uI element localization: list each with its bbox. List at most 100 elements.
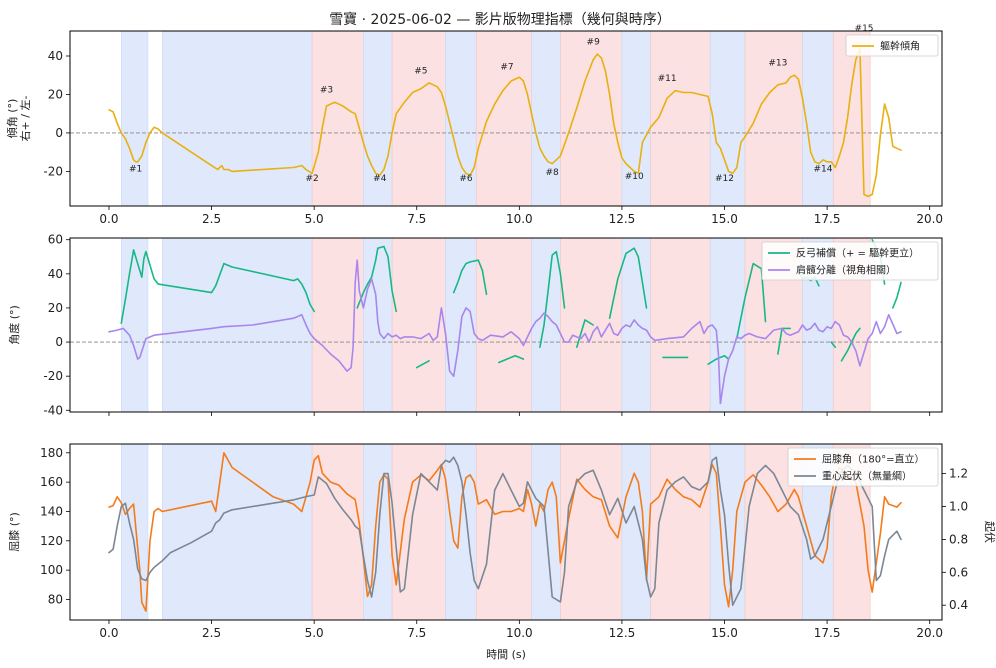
panel-frame xyxy=(69,237,943,413)
y-tick-label: 40 xyxy=(48,49,63,63)
phase-band-blue xyxy=(445,31,477,206)
event-label: #5 xyxy=(414,66,427,76)
phase-band-blue xyxy=(162,238,313,412)
panel-tilt: #1 #2 #3 #4 #5 #6 #7 #8 #9 #10 #11 #12 #13 #14 #15 -20 0… xyxy=(5,24,943,226)
x-tick-label: 20.0 xyxy=(916,626,943,640)
y-tick-label: 60 xyxy=(48,233,63,247)
x-tick-label: 7.5 xyxy=(407,212,426,226)
event-label: #3 xyxy=(320,86,333,96)
series-line-back_arch xyxy=(452,259,488,296)
y-tick-label: 20 xyxy=(48,301,63,315)
phase-band-blue xyxy=(531,31,561,206)
phase-band-red xyxy=(832,31,871,206)
legend-box xyxy=(845,34,939,57)
y-tick-label: 0 xyxy=(55,335,63,349)
x-tick-label: 10.0 xyxy=(506,626,533,640)
y-tick-label: 160 xyxy=(40,475,63,489)
event-label: #7 xyxy=(500,62,513,72)
y-right-tick-label: 0.4 xyxy=(949,598,968,612)
y-tick-label: 140 xyxy=(40,504,63,518)
legend-box xyxy=(761,241,939,281)
phase-band-blue xyxy=(120,444,149,620)
x-tick-label: 5.0 xyxy=(305,212,324,226)
legend: 屈膝角（180°=直立） 重心起伏（無量綱） xyxy=(787,447,939,487)
event-label: #4 xyxy=(373,174,387,184)
event-label: #11 xyxy=(658,74,677,84)
y-right-tick-label: 0.8 xyxy=(949,532,968,546)
phase-band-red xyxy=(560,444,623,620)
phase-band-red xyxy=(311,238,364,412)
x-tick-label: 17.5 xyxy=(814,626,841,640)
x-tick-label: 20.0 xyxy=(916,212,943,226)
x-tick-label: 2.5 xyxy=(202,626,221,640)
y-tick-label: 80 xyxy=(48,592,63,606)
y-right-tick-label: 1.2 xyxy=(949,467,968,481)
phase-band-red xyxy=(744,31,803,206)
event-label: #10 xyxy=(625,172,644,182)
x-tick-label: 0.0 xyxy=(99,626,118,640)
series-line-back_arch xyxy=(539,250,566,349)
phase-band-red xyxy=(475,31,532,206)
series-line-knee xyxy=(108,451,902,613)
series-line-back_arch xyxy=(575,319,595,349)
event-label: #2 xyxy=(305,174,318,184)
phase-band-red xyxy=(650,444,711,620)
y-right-tick-label: 0.6 xyxy=(949,565,968,579)
phase-bands xyxy=(120,444,871,620)
legend-box xyxy=(787,447,939,487)
phase-band-blue xyxy=(363,31,393,206)
phase-band-blue xyxy=(162,444,313,620)
series-line-back_arch xyxy=(608,247,648,320)
phase-band-blue xyxy=(802,31,834,206)
chart-title: 雪寶 · 2025-06-02 — 影片版物理指標（幾何與時序） xyxy=(329,12,671,28)
event-label: #9 xyxy=(587,37,601,47)
event-label: #8 xyxy=(546,168,560,178)
x-tick-label: 17.5 xyxy=(814,212,841,226)
y-axis-label: 屈膝 (°) xyxy=(8,512,21,552)
phase-band-red xyxy=(391,31,446,206)
x-tick-label: 15.0 xyxy=(711,212,738,226)
phase-band-red xyxy=(475,238,532,412)
y-axis-label: 右+ / 左- xyxy=(18,96,32,142)
panels: #1 #2 #3 #4 #5 #6 #7 #8 #9 #10 #11 #12 #13 #14 #15 -20 0… xyxy=(5,24,996,640)
y-tick-label: 180 xyxy=(40,446,63,460)
series-line-back_arch xyxy=(497,354,525,364)
series-line-back_arch xyxy=(120,249,316,325)
x-tick-label: 15.0 xyxy=(711,626,738,640)
legend: 反弓補償（+ = 驅幹更立） 肩髖分離（視角相關） xyxy=(761,241,939,281)
phase-band-red xyxy=(560,31,623,206)
y-right-axis-label: 起伏 xyxy=(983,521,996,543)
phase-bands xyxy=(120,238,871,412)
phase-band-blue xyxy=(162,31,313,206)
event-label: #13 xyxy=(768,59,787,69)
event-label: #6 xyxy=(459,174,473,184)
event-label: #14 xyxy=(813,164,832,174)
x-tick-label: 0.0 xyxy=(99,212,118,226)
legend-entry: 屈膝角（180°=直立） xyxy=(822,453,924,466)
series-line-tilt xyxy=(108,47,902,198)
phase-band-blue xyxy=(120,31,149,206)
x-tick-label: 12.5 xyxy=(609,212,636,226)
phase-band-blue xyxy=(621,444,651,620)
legend: 軀幹傾角 xyxy=(845,34,939,57)
phase-band-red xyxy=(650,31,711,206)
phase-band-red xyxy=(311,444,364,620)
series-line-back_arch xyxy=(735,262,767,340)
event-label: #1 xyxy=(129,164,142,174)
x-tick-label: 12.5 xyxy=(609,626,636,640)
y-tick-label: -20 xyxy=(43,369,63,383)
series-group xyxy=(108,238,902,405)
legend-entry: 肩髖分離（視角相關） xyxy=(796,264,896,277)
panel-frame xyxy=(69,443,943,621)
phase-band-red xyxy=(391,238,446,412)
series-line-back_arch xyxy=(356,245,398,313)
legend-entry: 反弓補償（+ = 驅幹更立） xyxy=(796,247,919,260)
phase-bands xyxy=(120,31,871,206)
y-tick-label: -40 xyxy=(43,403,63,417)
y-tick-label: 0 xyxy=(55,126,63,140)
phase-band-blue xyxy=(445,444,477,620)
y-tick-label: 100 xyxy=(40,563,63,577)
series-line-back_arch xyxy=(415,359,430,369)
series-line-back_arch xyxy=(830,341,837,349)
